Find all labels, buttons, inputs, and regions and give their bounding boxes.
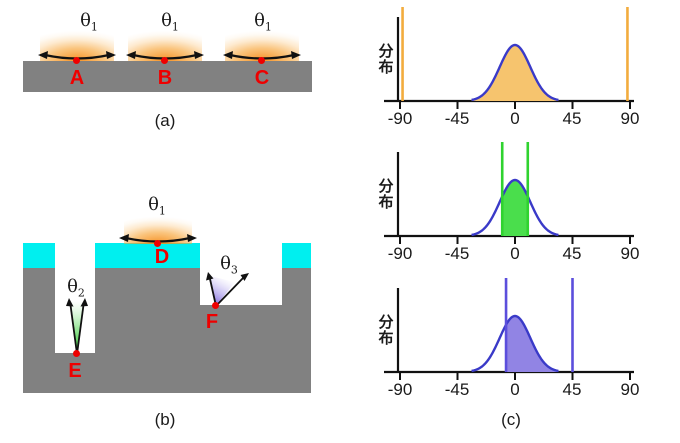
x-tick-label: 90 xyxy=(620,109,640,128)
theta-subscript: 1 xyxy=(171,20,179,34)
distribution-plot-3: 分 布 -90 -45 0 45 90 xyxy=(378,277,650,407)
theta1-label-d: θ1 xyxy=(148,196,166,217)
theta-subscript: 1 xyxy=(158,204,166,218)
point-c-label: C xyxy=(254,67,270,89)
x-tick-label: 90 xyxy=(620,380,640,399)
panel-b-caption: (b) xyxy=(154,410,176,429)
narrow-emission-cone-icon-e xyxy=(66,298,88,355)
x-tick-label: -90 xyxy=(387,109,413,128)
x-tick-label: 45 xyxy=(562,380,582,399)
theta3-label-f: θ3 xyxy=(220,255,238,276)
y-axis-label: 分 布 xyxy=(372,44,400,76)
x-tick-label: -45 xyxy=(444,109,470,128)
point-b-label: B xyxy=(157,67,173,89)
theta-subscript: 3 xyxy=(230,263,238,277)
distribution-fill xyxy=(471,45,559,101)
panel-c-caption: (c) xyxy=(501,410,521,429)
theta1-label-c: θ1 xyxy=(254,12,272,33)
coating-strip-left xyxy=(23,243,55,268)
theta-symbol: θ xyxy=(67,276,78,297)
coating-strip-right xyxy=(282,243,311,268)
tilted-emission-cone-icon-f xyxy=(206,272,249,307)
theta-symbol: θ xyxy=(148,194,159,215)
distribution-curve xyxy=(470,43,560,102)
point-f-dot xyxy=(212,302,219,309)
theta-symbol: θ xyxy=(220,253,231,274)
distribution-plot-2-svg xyxy=(384,142,634,244)
theta-symbol: θ xyxy=(161,10,172,31)
panel-a-caption: (a) xyxy=(154,111,176,130)
ylabel-char-top: 分 xyxy=(378,178,394,195)
theta2-label-e: θ2 xyxy=(67,278,85,299)
point-c-dot xyxy=(258,57,265,64)
ylabel-char-bottom: 布 xyxy=(378,59,394,76)
theta1-label-b: θ1 xyxy=(161,12,179,33)
point-d-dot xyxy=(154,240,161,247)
coating-strip-middle xyxy=(95,243,200,268)
x-tick-label: -90 xyxy=(387,380,413,399)
flat-substrate-bar xyxy=(23,61,312,92)
ylabel-char-bottom: 布 xyxy=(378,194,394,211)
y-axis-label: 分 布 xyxy=(372,179,400,211)
point-d-label: D xyxy=(154,246,170,268)
distribution-plot-3-svg xyxy=(384,278,634,380)
theta-subscript: 1 xyxy=(90,20,98,34)
x-tick-label: -90 xyxy=(387,244,413,263)
x-tick-label: 45 xyxy=(562,244,582,263)
theta-subscript: 1 xyxy=(264,20,272,34)
x-tick-label: -45 xyxy=(444,244,470,263)
point-b-dot xyxy=(161,57,168,64)
theta-symbol: θ xyxy=(80,10,91,31)
distribution-plot-1: 分 布 -90 -45 0 45 90 xyxy=(378,6,650,136)
ylabel-char-top: 分 xyxy=(378,314,394,331)
y-axis-label: 分 布 xyxy=(372,315,400,347)
point-f-label: F xyxy=(205,311,219,333)
distribution-curve xyxy=(470,178,560,237)
x-tick-label: 45 xyxy=(562,109,582,128)
distribution-fill xyxy=(502,180,528,236)
x-tick-label: 0 xyxy=(510,244,520,263)
x-tick-label: 0 xyxy=(510,109,520,128)
x-tick-label: 0 xyxy=(510,380,520,399)
distribution-plot-1-svg xyxy=(384,7,634,109)
point-e-dot xyxy=(73,350,80,357)
distribution-plot-2: 分 布 -90 -45 0 45 90 xyxy=(378,141,650,271)
point-a-dot xyxy=(73,57,80,64)
ylabel-char-bottom: 布 xyxy=(378,330,394,347)
x-tick-label: 90 xyxy=(620,244,640,263)
theta1-label-a: θ1 xyxy=(80,12,98,33)
ylabel-char-top: 分 xyxy=(378,43,394,60)
theta-subscript: 2 xyxy=(77,286,85,300)
point-e-label: E xyxy=(68,360,82,382)
point-a-label: A xyxy=(69,67,85,89)
theta-symbol: θ xyxy=(254,10,265,31)
distribution-curve xyxy=(470,314,560,373)
x-tick-label: -45 xyxy=(444,380,470,399)
